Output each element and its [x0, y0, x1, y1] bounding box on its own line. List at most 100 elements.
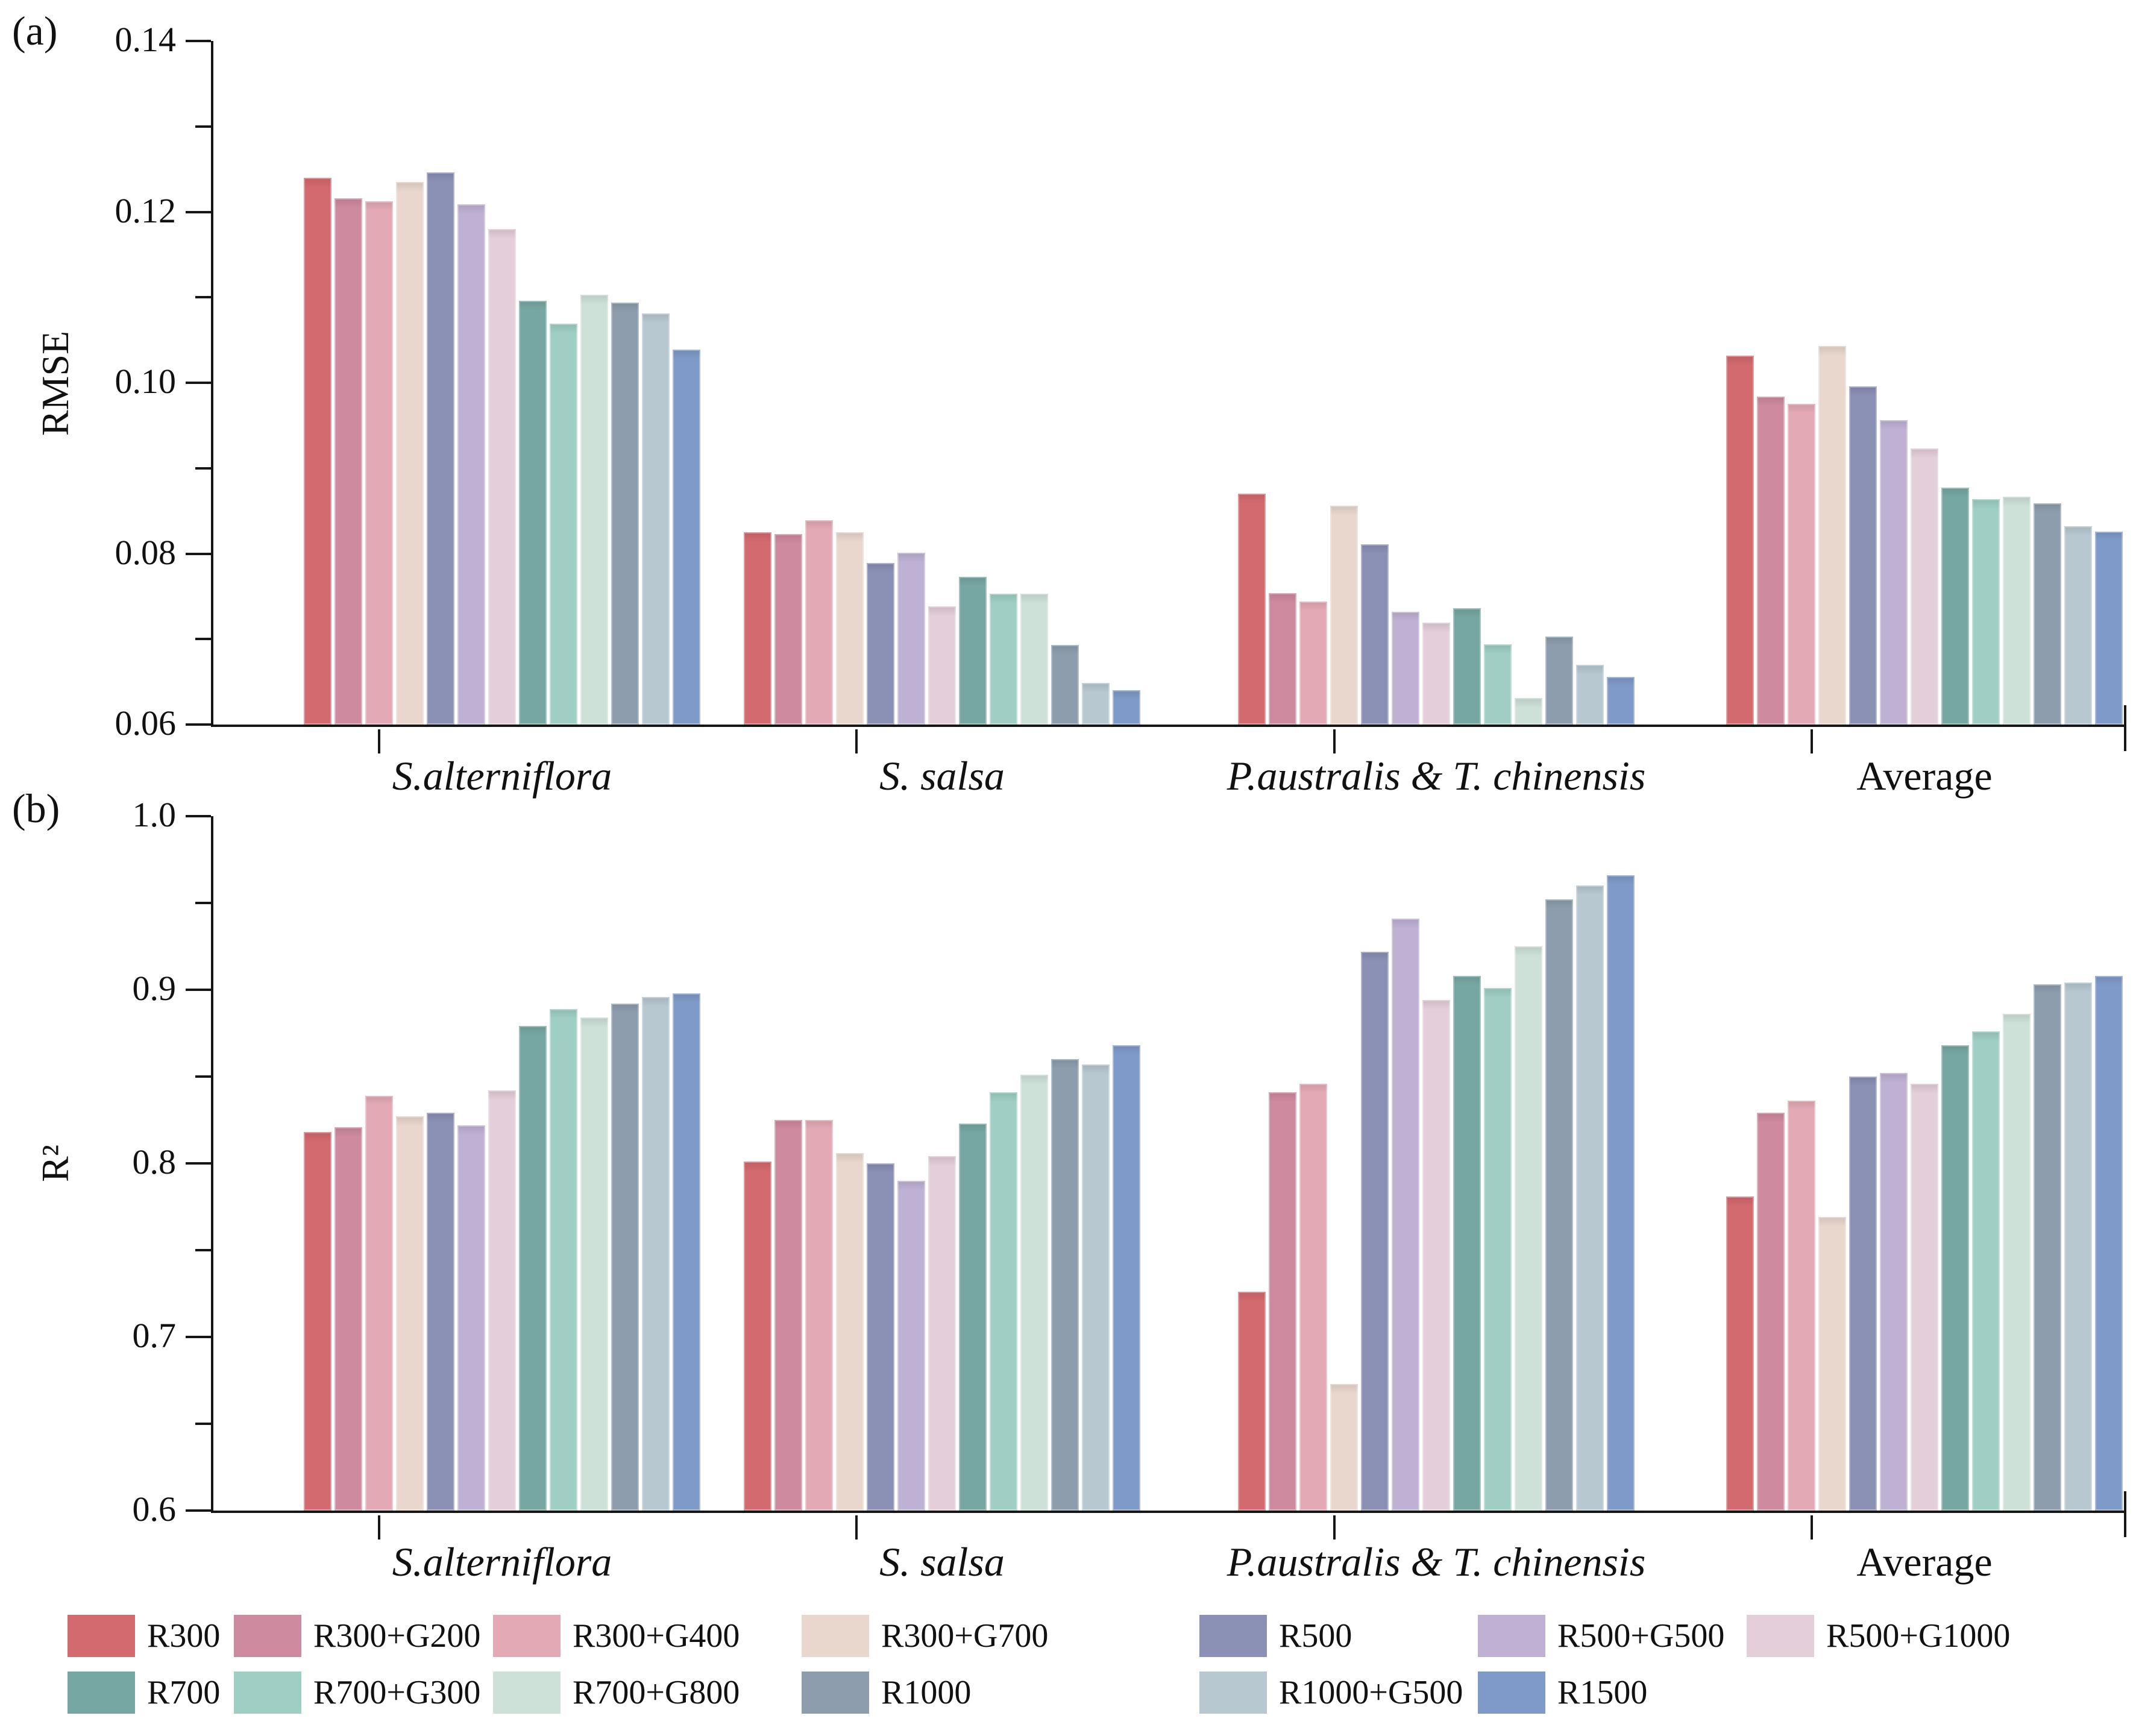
bar-R1500 [2095, 976, 2123, 1511]
bar-R700 [1941, 488, 1969, 725]
bar-R500+G500 [1880, 420, 1908, 725]
bar-R500+G1000 [928, 606, 956, 725]
y-tick-label: 0.08 [115, 532, 177, 572]
bar-R700+G300 [550, 1009, 577, 1511]
bar-R300+G700 [836, 1153, 864, 1511]
y-major-tick [186, 552, 211, 555]
y-minor-tick [195, 125, 211, 128]
bar-R300+G400 [365, 201, 393, 725]
bar-R1000+G500 [1082, 1065, 1110, 1511]
legend-item-R1000: R1000 [802, 1672, 1199, 1714]
bar-R500+G1000 [1422, 623, 1450, 725]
bar-R700+G800 [580, 1017, 608, 1511]
legend-swatch-icon [802, 1672, 869, 1714]
legend-item-label: R500+G500 [1557, 1617, 1725, 1655]
bar-R700+G300 [1484, 644, 1512, 725]
bar-R1000+G500 [642, 997, 670, 1511]
legend-item-label: R700+G300 [313, 1674, 481, 1711]
bar-R300+G200 [1269, 593, 1296, 725]
bar-R300+G700 [396, 182, 424, 725]
y-tick-label: 0.8 [132, 1142, 177, 1181]
x-category-tick [1333, 1515, 1336, 1539]
bar-R1000 [611, 1004, 639, 1511]
panel-b-label: (b) [12, 785, 60, 831]
y-tick-label: 0.12 [115, 190, 177, 230]
bar-R300+G400 [805, 520, 833, 725]
legend-item-label: R1000+G500 [1279, 1674, 1463, 1711]
bar-R500 [427, 1113, 454, 1511]
bar-group-S.alterniflora [304, 993, 700, 1511]
y-minor-tick [195, 902, 211, 904]
legend-swatch-icon [234, 1672, 301, 1714]
bar-R1000 [1051, 645, 1079, 725]
legend-item-label: R300+G400 [573, 1617, 740, 1655]
bar-R300+G700 [1330, 506, 1358, 725]
bar-group-Average [1726, 976, 2123, 1511]
axis-end-tick [2124, 1491, 2126, 1537]
bar-R1000+G500 [1082, 683, 1110, 725]
bar-R700 [1453, 608, 1481, 725]
bar-R500+G500 [457, 1125, 485, 1511]
bar-R500+G1000 [488, 1090, 516, 1511]
x-category-tick [378, 729, 380, 753]
bar-group-S. salsa [744, 1045, 1140, 1511]
x-category-tick [1811, 1515, 1813, 1539]
legend: R300 R300+G200 R300+G400 R300+G700 R500 R500+… [68, 1614, 2132, 1714]
x-category-tick [1811, 729, 1813, 753]
y-major-tick [186, 815, 211, 817]
legend-item-label: R1000 [881, 1674, 972, 1711]
legend-item-R500+G1000: R500+G1000 [1747, 1615, 2132, 1657]
bar-R300+G200 [774, 1120, 802, 1511]
bar-R700 [1453, 976, 1481, 1511]
y-minor-tick [195, 1075, 211, 1078]
bar-R300 [744, 532, 771, 725]
legend-item-R700+G800: R700+G800 [493, 1672, 802, 1714]
bar-R300+G200 [1757, 397, 1785, 725]
panel-a-label: (a) [12, 8, 58, 54]
bar-R500 [1361, 544, 1389, 725]
bar-R1500 [1607, 677, 1635, 725]
bar-R500 [867, 1163, 894, 1511]
bar-R700+G800 [2003, 1014, 2031, 1511]
bar-R300+G200 [1269, 1092, 1296, 1511]
bar-R300+G700 [836, 532, 864, 725]
bar-group-P.australis & T. chinensis [1238, 494, 1635, 725]
y-major-tick [186, 1509, 211, 1512]
bar-R700+G800 [2003, 497, 2031, 725]
legend-item-R1500: R1500 [1478, 1672, 1747, 1714]
y-major-tick [186, 382, 211, 384]
y-tick-label: 1.0 [132, 794, 177, 834]
legend-swatch-icon [1199, 1672, 1267, 1714]
legend-item-label: R700+G800 [573, 1674, 740, 1711]
bar-R300+G700 [1818, 1217, 1846, 1511]
bar-R300 [1238, 1292, 1266, 1511]
y-tick-label: 0.9 [132, 968, 177, 1008]
bar-R500 [1849, 386, 1877, 725]
legend-swatch-icon [1747, 1615, 1814, 1657]
panel-b-plot: 1.0 0.9 0.8 0.7 0.6 S.alterniflora S. salsa P.a… [133, 795, 2126, 1585]
legend-item-label: R300+G700 [881, 1617, 1049, 1655]
bar-group-Average [1726, 346, 2123, 725]
bar-R300 [1726, 1197, 1754, 1511]
x-category-tick [1333, 729, 1336, 753]
category-label: Average [1856, 1539, 1993, 1585]
bar-R700+G300 [550, 324, 577, 725]
legend-swatch-icon [1199, 1615, 1267, 1657]
y-minor-tick [195, 296, 211, 299]
bar-R700 [959, 577, 987, 725]
bar-R300+G200 [335, 198, 362, 725]
bar-R1000+G500 [1576, 885, 1604, 1511]
bar-R700+G300 [990, 594, 1017, 725]
bar-R300 [304, 178, 331, 725]
bar-R500 [1849, 1077, 1877, 1511]
y-major-tick [186, 210, 211, 213]
legend-swatch-icon [68, 1615, 135, 1657]
bar-R500+G500 [897, 1181, 925, 1511]
bar-R1500 [673, 350, 700, 725]
y-minor-tick [195, 1423, 211, 1425]
bar-R500+G1000 [1911, 1084, 1938, 1511]
legend-swatch-icon [234, 1615, 301, 1657]
bar-R1000 [611, 303, 639, 725]
bar-R700 [519, 301, 547, 725]
bar-R1000+G500 [1576, 665, 1604, 725]
